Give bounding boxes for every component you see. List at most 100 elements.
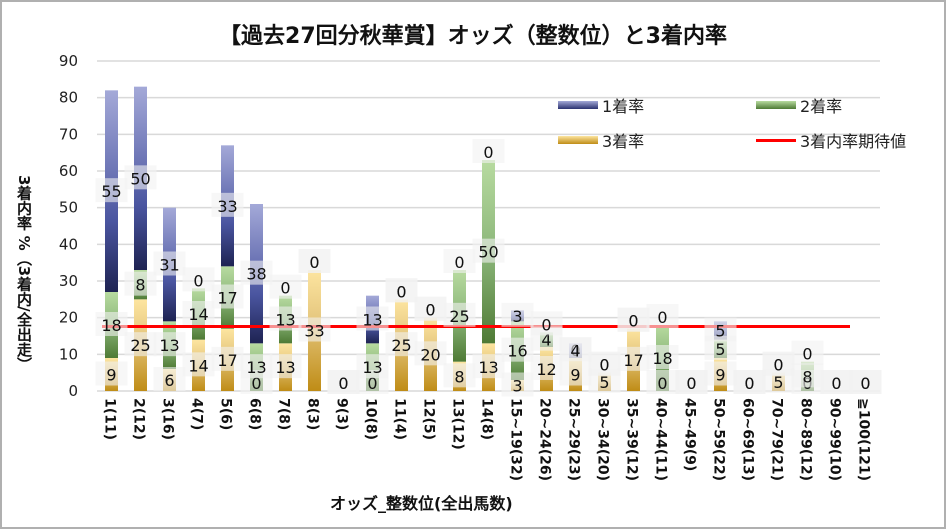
data-label: 5 [773, 373, 783, 392]
data-label: 13 [246, 358, 266, 377]
data-label-bg [501, 337, 534, 362]
data-label-bg [704, 317, 737, 342]
legend-item-win: 1着率 [558, 93, 644, 117]
x-tick-label: 1(11) [102, 398, 118, 440]
x-tick-label: 30~34(20) [595, 398, 611, 481]
legend-label-expected: 3着内率期待値 [800, 132, 907, 151]
data-label: 8 [454, 367, 464, 386]
data-label-bg [124, 332, 157, 357]
data-label-bg [849, 370, 882, 394]
x-tick-label: 11(4) [392, 398, 408, 440]
x-tick-label: 40~44(11) [653, 398, 669, 481]
data-label-bg [124, 271, 157, 296]
x-tick-label: 35~39(12) [624, 398, 640, 481]
data-label: 0 [657, 374, 667, 393]
data-label: 0 [657, 308, 667, 327]
x-axis-label: オッズ_整数位(全出馬数) [330, 494, 513, 513]
y-tick-label: 20 [59, 309, 78, 327]
data-label: 50 [130, 169, 150, 188]
data-label-bg [356, 354, 389, 379]
data-label-bg [385, 278, 418, 303]
y-tick-label: 40 [59, 235, 78, 253]
x-tick-label: 45~49(9) [682, 398, 698, 471]
data-label: 0 [541, 315, 551, 334]
data-label-bg [95, 178, 128, 203]
data-label: 0 [831, 374, 841, 393]
x-tick-label: 6(8) [247, 398, 263, 430]
data-label: 3 [512, 377, 522, 396]
data-label-bg [733, 370, 766, 394]
data-label: 4 [570, 342, 580, 361]
data-label-bg [182, 352, 215, 377]
data-label: 17 [623, 351, 643, 370]
data-label: 0 [338, 374, 348, 393]
legend-label-second: 2着率 [800, 97, 843, 116]
x-tick-label: 14(8) [479, 398, 495, 440]
x-tick-label: 13(12) [450, 398, 466, 450]
data-label: 0 [251, 374, 261, 393]
data-label-bg [443, 249, 476, 273]
data-label: 0 [425, 301, 435, 320]
data-label: 38 [246, 265, 266, 284]
data-label: 18 [101, 316, 121, 335]
data-label: 25 [449, 307, 469, 326]
data-label: 0 [773, 356, 783, 375]
data-label: 0 [367, 374, 377, 393]
data-label-bg [791, 340, 824, 365]
data-label-bg [762, 351, 795, 376]
data-label-bg [153, 332, 186, 357]
data-label-bg [414, 341, 447, 366]
data-label: 12 [536, 360, 556, 379]
legend-swatch-expected [756, 138, 796, 142]
data-label-bg [472, 354, 505, 379]
data-label: 17 [217, 289, 237, 308]
data-label: 13 [275, 311, 295, 330]
data-label-bg [211, 192, 244, 217]
data-label: 25 [391, 336, 411, 355]
data-label: 0 [686, 374, 696, 393]
x-tick-label: 90~99(10) [827, 398, 843, 481]
data-label-bg [530, 311, 563, 336]
data-label: 17 [217, 351, 237, 370]
y-tick-label: 70 [59, 125, 78, 143]
data-label-bg [443, 302, 476, 327]
data-label: 9 [715, 366, 725, 385]
x-tick-label: 8(3) [305, 398, 321, 430]
data-label: 33 [217, 197, 237, 216]
data-label: 14 [188, 305, 208, 324]
data-label-bg [791, 363, 824, 388]
data-label: 5 [599, 373, 609, 392]
y-tick-label: 50 [59, 199, 78, 217]
y-tick-label: 60 [59, 162, 78, 180]
data-label-bg [153, 367, 186, 391]
data-label: 31 [159, 256, 179, 275]
x-tick-label: 7(8) [276, 398, 292, 430]
data-label-bg [95, 361, 128, 386]
data-label: 0 [193, 271, 203, 290]
data-label: 5 [715, 340, 725, 359]
data-label-bg [269, 306, 302, 331]
x-tick-label: 10(8) [363, 398, 379, 440]
data-label-bg [588, 351, 621, 376]
x-tick-label: 3(16) [160, 398, 176, 440]
x-tick-label: 25~29(23) [566, 398, 582, 481]
data-label: 6 [164, 371, 174, 390]
data-label: 5 [715, 322, 725, 341]
data-label: 8 [802, 367, 812, 386]
data-label-bg [211, 284, 244, 309]
x-tick-label: 15~19(32) [508, 398, 524, 481]
data-label-bg [327, 370, 360, 394]
data-label: 13 [275, 358, 295, 377]
data-label-bg [240, 260, 273, 285]
x-tick-label: ≧100(121) [856, 398, 872, 481]
data-label-bg [501, 302, 534, 327]
x-tick-label: 70~79(21) [769, 398, 785, 481]
data-label: 0 [309, 253, 319, 272]
data-label-bg [240, 354, 273, 379]
data-label-bg [704, 361, 737, 386]
data-label-bg [298, 249, 331, 273]
chart-title: 【過去27回分秋華賞】オッズ（整数位）と3着内率 [219, 24, 727, 49]
data-label-bg [182, 301, 215, 325]
data-label-bg [211, 346, 244, 371]
x-tick-label: 80~89(12) [798, 398, 814, 481]
